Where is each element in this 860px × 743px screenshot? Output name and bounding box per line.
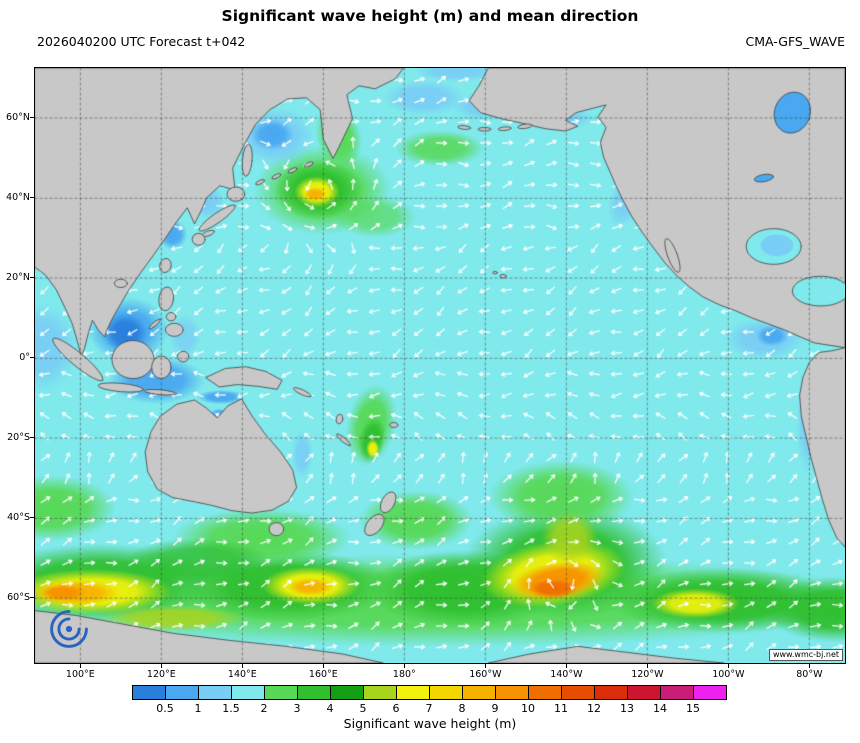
lon-tick-label: 180° xyxy=(392,669,416,680)
colorbar-cell xyxy=(165,685,199,700)
lon-tick-label: 140°W xyxy=(550,669,583,680)
colorbar-tick-label: 1 xyxy=(194,702,202,715)
lat-tick-label: 40°N xyxy=(6,192,30,204)
colorbar-cell xyxy=(561,685,595,700)
lat-tick-label: 60°N xyxy=(6,111,30,123)
colorbar-tick-label: 15 xyxy=(686,702,700,715)
colorbar-cell xyxy=(132,685,166,700)
axis-tick-mark xyxy=(323,664,325,668)
lon-tick-label: 120°E xyxy=(146,669,176,680)
colorbar-cell xyxy=(297,685,331,700)
colorbar-tick-label: 3 xyxy=(293,702,301,715)
lon-tick-label: 100°W xyxy=(712,669,745,680)
colorbar-tick-label: 0.5 xyxy=(156,702,174,715)
colorbar-cell xyxy=(528,685,562,700)
colorbar-tick-label: 9 xyxy=(491,702,499,715)
colorbar-tick-label: 13 xyxy=(620,702,634,715)
colorbar-cell xyxy=(693,685,727,700)
colorbar-tick-label: 5 xyxy=(359,702,367,715)
colorbar-tick-label: 10 xyxy=(521,702,535,715)
colorbar-tick-label: 7 xyxy=(425,702,433,715)
axis-tick-mark xyxy=(30,197,34,199)
axis-tick-mark xyxy=(647,664,649,668)
model-name-label: CMA-GFS_WAVE xyxy=(745,34,845,49)
axis-tick-mark xyxy=(242,664,244,668)
lon-tick-label: 160°E xyxy=(308,669,338,680)
colorbar-cell xyxy=(198,685,232,700)
lon-tick-label: 120°W xyxy=(631,669,664,680)
colorbar-cell xyxy=(429,685,463,700)
colorbar-tick-label: 12 xyxy=(587,702,601,715)
colorbar-cells xyxy=(132,685,727,700)
lat-tick-label: 20°S xyxy=(7,432,30,444)
colorbar-tick-label: 2 xyxy=(260,702,268,715)
axis-tick-mark xyxy=(404,664,406,668)
forecast-time-label: 2026040200 UTC Forecast t+042 xyxy=(37,34,246,49)
chart-title: Significant wave height (m) and mean dir… xyxy=(221,7,639,25)
lon-tick-label: 140°E xyxy=(227,669,257,680)
axis-tick-mark xyxy=(566,664,568,668)
lon-tick-label: 100°E xyxy=(65,669,95,680)
colorbar-cell xyxy=(396,685,430,700)
map-plot-area: www.wmc-bj.net xyxy=(34,67,846,664)
axis-tick-mark xyxy=(30,437,34,439)
axis-tick-mark xyxy=(30,357,34,359)
axis-tick-mark xyxy=(30,116,34,118)
axis-tick-mark xyxy=(728,664,730,668)
colorbar-cell xyxy=(495,685,529,700)
colorbar-tick-label: 1.5 xyxy=(222,702,240,715)
colorbar-tick-label: 11 xyxy=(554,702,568,715)
lat-tick-label: 40°S xyxy=(7,512,30,524)
colorbar-tick-label: 6 xyxy=(392,702,400,715)
colorbar-cell xyxy=(462,685,496,700)
lat-tick-label: 60°S xyxy=(7,592,30,604)
colorbar-label: Significant wave height (m) xyxy=(343,716,517,731)
colorbar-cell xyxy=(231,685,265,700)
colorbar-cell xyxy=(330,685,364,700)
colorbar-cell xyxy=(264,685,298,700)
axis-tick-mark xyxy=(30,517,34,519)
axis-tick-mark xyxy=(30,597,34,599)
axis-tick-mark xyxy=(809,664,811,668)
axis-tick-mark xyxy=(30,277,34,279)
colorbar-tick-label: 8 xyxy=(458,702,466,715)
axis-tick-mark xyxy=(80,664,82,668)
wave-map-canvas xyxy=(35,68,845,663)
lat-tick-label: 0° xyxy=(19,352,30,364)
colorbar-cell xyxy=(363,685,397,700)
cma-logo-icon xyxy=(47,607,91,655)
axis-tick-mark xyxy=(161,664,163,668)
axis-tick-mark xyxy=(485,664,487,668)
watermark: www.wmc-bj.net xyxy=(768,649,843,661)
colorbar-tick-label: 4 xyxy=(326,702,334,715)
colorbar: 0.5 1 1.5 2 3 4 5 6 7 8 9 10 11 12 13 14 15 xyxy=(132,685,728,721)
colorbar-cell xyxy=(627,685,661,700)
lon-tick-label: 80°W xyxy=(796,669,823,680)
colorbar-tick-label: 14 xyxy=(653,702,667,715)
colorbar-cell xyxy=(660,685,694,700)
colorbar-cell xyxy=(594,685,628,700)
lon-tick-label: 160°W xyxy=(469,669,502,680)
lat-tick-label: 20°N xyxy=(6,272,30,284)
